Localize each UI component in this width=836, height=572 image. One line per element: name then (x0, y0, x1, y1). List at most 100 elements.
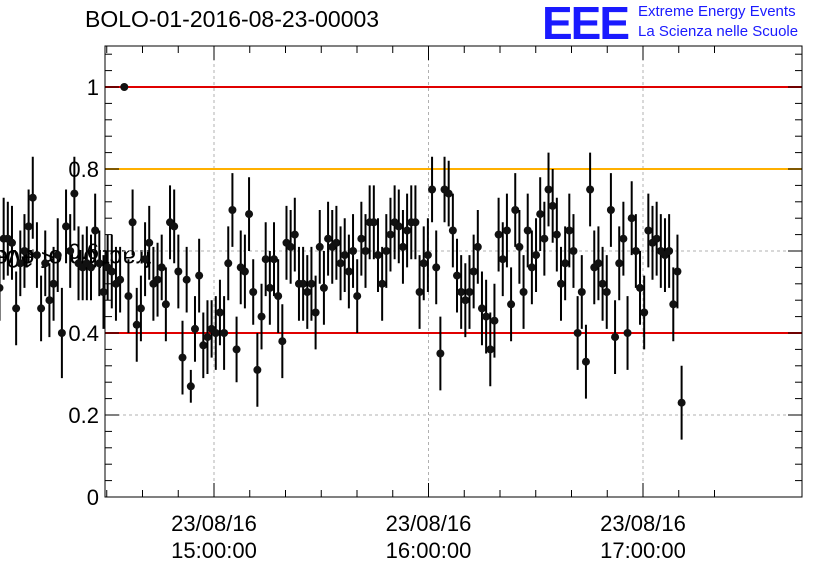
data-point (411, 218, 420, 227)
data-point (473, 242, 482, 251)
data-point (436, 349, 445, 358)
data-point (432, 263, 441, 272)
data-point (245, 210, 254, 219)
data-point (311, 308, 320, 317)
data-point (532, 251, 541, 260)
data-point (199, 341, 208, 350)
data-point (577, 288, 586, 296)
data-point (16, 259, 25, 268)
data-point (319, 283, 328, 292)
logo-subtitle-line2: La Scienza nelle Scuole (638, 23, 799, 40)
data-point (87, 263, 96, 272)
data-point (673, 267, 682, 276)
data-point (91, 226, 100, 235)
data-point (45, 296, 54, 305)
data-point (486, 345, 495, 354)
data-point (62, 222, 71, 231)
data-point (344, 267, 353, 276)
data-point (677, 398, 686, 407)
data-point (0, 283, 4, 292)
data-point (453, 271, 462, 280)
data-point (215, 308, 224, 317)
data-point (53, 251, 62, 260)
data-point (66, 247, 75, 255)
data-point (7, 238, 16, 247)
data-point (153, 275, 162, 284)
data-point (594, 259, 603, 268)
y-tick-label: 0 (87, 485, 99, 510)
data-point (378, 279, 387, 288)
data-point (253, 365, 262, 374)
x-tick-time-label: 17:00:00 (600, 538, 686, 563)
data-point (99, 288, 108, 296)
data-point (182, 275, 191, 284)
data-point (569, 247, 578, 255)
data-point (611, 333, 620, 342)
data-point (257, 312, 266, 321)
data-point (586, 185, 595, 194)
data-point (457, 288, 466, 296)
data-point (265, 283, 274, 292)
data-point (490, 316, 499, 325)
data-point (536, 210, 545, 219)
data-point (494, 230, 503, 239)
data-point (141, 255, 150, 264)
data-point (544, 185, 553, 194)
data-point (203, 333, 212, 342)
data-point (369, 218, 378, 227)
data-point (232, 345, 241, 354)
data-point (461, 296, 470, 305)
data-point (615, 259, 624, 268)
data-point (523, 226, 532, 235)
data-point (640, 308, 649, 317)
data-point (315, 242, 324, 251)
data-point (515, 242, 524, 251)
data-point (398, 242, 407, 251)
data-point (349, 247, 358, 255)
data-point (361, 247, 370, 255)
chart-title: BOLO-01-2016-08-23-00003 (85, 6, 380, 32)
data-point (249, 288, 258, 296)
data-point (548, 201, 557, 210)
data-point (415, 288, 424, 296)
y-tick-label: 0.8 (68, 157, 99, 182)
x-tick-time-label: 15:00:00 (171, 538, 257, 563)
data-point (145, 238, 154, 247)
data-point (20, 247, 29, 255)
data-point (211, 329, 220, 337)
data-point (307, 279, 316, 288)
data-point (394, 222, 403, 231)
y-tick-label: 0.4 (68, 321, 99, 346)
data-point (95, 259, 104, 268)
data-point (561, 259, 570, 268)
data-point (636, 283, 645, 292)
data-point (37, 304, 46, 313)
data-point (324, 234, 333, 243)
data-point (469, 267, 478, 276)
data-point (565, 226, 574, 235)
data-point (116, 275, 125, 284)
data-point (28, 193, 37, 202)
data-point (332, 238, 341, 247)
data-point (652, 234, 661, 243)
data-point (556, 279, 565, 288)
y-tick-label: 1 (87, 75, 99, 100)
data-point (444, 189, 453, 198)
data-point (619, 234, 628, 243)
data-point (41, 259, 50, 268)
data-point (70, 189, 79, 198)
logo-subtitle-line1: Extreme Energy Events (638, 3, 796, 20)
data-point (428, 185, 437, 194)
data-point (336, 259, 345, 268)
data-point (511, 206, 520, 214)
data-point (403, 226, 412, 235)
data-point (606, 206, 615, 214)
data-point (465, 288, 474, 296)
data-point (12, 304, 21, 313)
data-point (552, 230, 561, 239)
x-tick-date-label: 23/08/16 (386, 511, 472, 536)
data-point (299, 279, 308, 288)
data-point (290, 230, 299, 239)
data-point (286, 242, 295, 251)
